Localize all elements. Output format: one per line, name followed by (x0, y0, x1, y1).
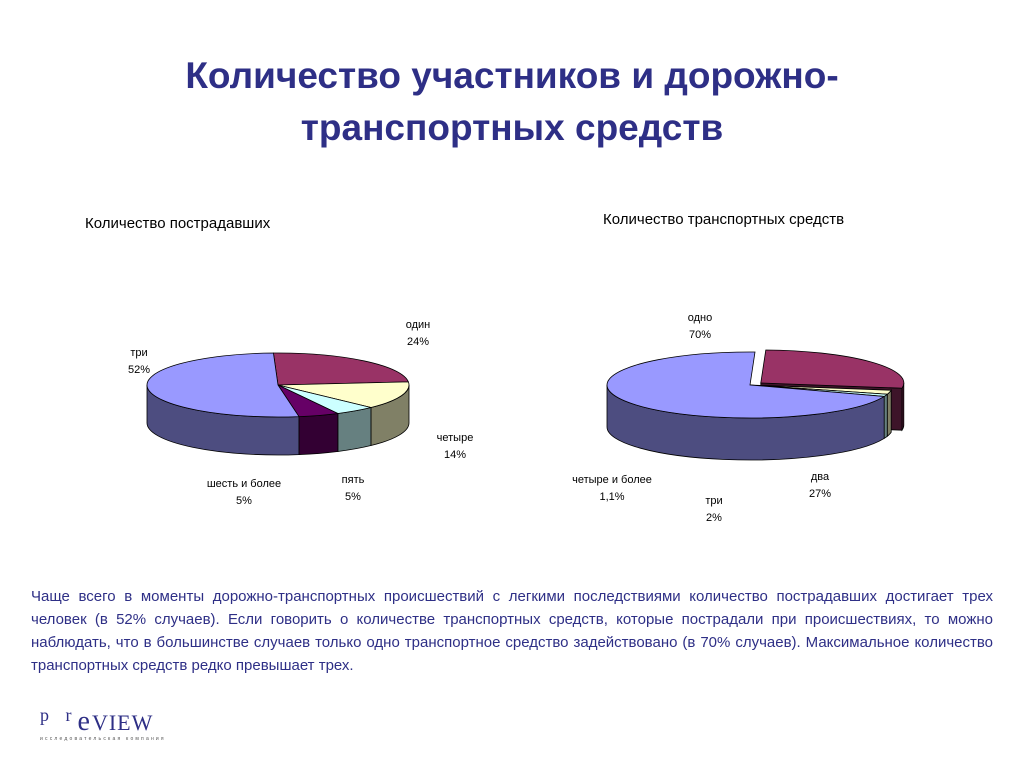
pie-2-slice-два (760, 349, 905, 389)
pie-1-label-пять: пять (342, 474, 365, 486)
pie-1-label-четыре: четыре (437, 432, 474, 444)
slide-title-line2: транспортных средств (300, 107, 724, 148)
preview-logo: p reVIEW исследовательская компания (40, 705, 200, 745)
pie-1-side-шесть-и-более (298, 413, 339, 456)
pie-1-slice-три (146, 352, 300, 418)
pie-1-label-шесть-и-более: шесть и более (207, 478, 281, 490)
pie-1-value-один: 24% (407, 336, 429, 348)
pie-1-label-три: три (130, 347, 147, 359)
slide-title: Количество участников и дорожно- транспо… (0, 50, 1024, 154)
pie-chart-1: один 24% четыре 14% пять 5% шесть и более 5% три… (128, 319, 473, 507)
pie-2-side-четыре-и-более (883, 393, 888, 440)
summary-paragraph: Чаще всего в моменты дорожно-транспортны… (31, 588, 993, 674)
pie-chart-2: два 27% три 2% четыре и более 1,1% одно 70% (572, 312, 905, 524)
pie-2-label-два: два (811, 471, 830, 483)
slide-title-line1: Количество участников и дорожно- (185, 55, 839, 96)
logo-wordmark: p reVIEW (40, 705, 200, 738)
pie-2-value-три: 2% (706, 512, 722, 524)
pie-2-label-одно: одно (688, 312, 713, 324)
vehicles-chart-title: Количество транспортных средств (603, 211, 845, 228)
pie-2-value-четыре-и-более: 1,1% (599, 491, 624, 503)
pie-2-value-одно: 70% (689, 329, 711, 341)
pie-2-label-четыре-и-более: четыре и более (572, 474, 652, 486)
pie-1-value-пять: 5% (345, 491, 361, 503)
pie-2-side-три (886, 388, 892, 438)
pie-1-value-шесть-и-более: 5% (236, 495, 252, 507)
pie-1-value-четыре: 14% (444, 449, 466, 461)
pie-2-label-три: три (705, 495, 722, 507)
victims-chart-title: Количество пострадавших (85, 215, 271, 232)
logo-pr: p r (40, 705, 78, 725)
pie-1-slice-один (272, 352, 409, 386)
logo-tagline: исследовательская компания (40, 736, 166, 742)
pie-1-label-один: один (406, 319, 431, 331)
pie-charts-area: один 24% четыре 14% пять 5% шесть и более 5% три… (128, 312, 905, 524)
pie-1-side-пять (337, 407, 372, 452)
pie-1-slice-четыре (277, 381, 410, 408)
pie-1-value-три: 52% (128, 364, 150, 376)
pie-2-value-два: 27% (809, 488, 831, 500)
pie-2-slice-одно (606, 351, 886, 419)
logo-view: VIEW (91, 710, 154, 735)
logo-e: e (77, 706, 92, 737)
